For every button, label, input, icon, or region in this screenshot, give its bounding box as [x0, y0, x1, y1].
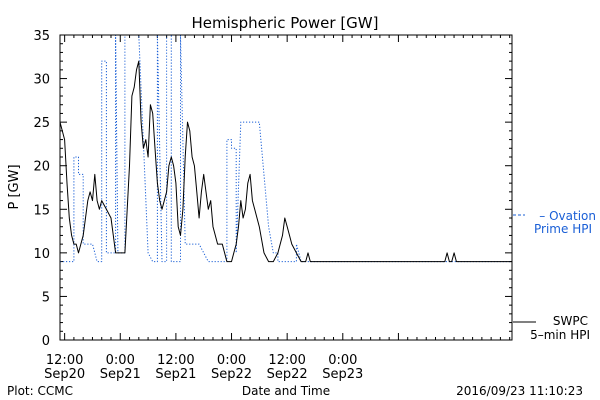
x-tick-label-date: Sep21 — [155, 367, 196, 382]
x-tick-label-time: 12:00 — [157, 353, 194, 368]
y-tick-label: 5 — [42, 290, 50, 305]
series-layer — [59, 34, 512, 263]
footer-credit: Plot: CCMC — [7, 384, 73, 398]
x-tick-label-time: 0:00 — [217, 353, 246, 368]
series-swpc-line — [59, 60, 512, 263]
chart-title: Hemispheric Power [GW] — [192, 14, 379, 32]
x-tick-label-date: Sep22 — [211, 367, 252, 382]
x-tick-label-time: 12:00 — [268, 353, 305, 368]
y-tick-label: 20 — [33, 160, 50, 175]
x-axis-label: Date and Time — [242, 384, 330, 398]
x-tick-label-date: Sep21 — [100, 367, 141, 382]
legend-ovation-line1: – Ovation — [539, 209, 596, 223]
legend-ovation-line2: Prime HPI — [534, 222, 592, 236]
y-tick-label: 25 — [33, 116, 50, 131]
y-tick-label: 30 — [33, 73, 50, 88]
y-tick-label: 35 — [33, 29, 50, 44]
x-tick-label-date: Sep22 — [267, 367, 308, 382]
x-tick-label-time: 12:00 — [46, 353, 83, 368]
x-tick-label-date: Sep20 — [44, 367, 85, 382]
x-tick-label-date: Sep23 — [322, 367, 363, 382]
plot-frame — [59, 34, 513, 341]
y-tick-label: 10 — [33, 247, 50, 262]
x-tick-label-time: 0:00 — [106, 353, 135, 368]
y-axis-label: P [GW] — [7, 164, 22, 209]
y-tick-label: 0 — [42, 334, 50, 349]
legend-swpc-line2: 5–min HPI — [530, 328, 590, 342]
y-tick-label: 15 — [33, 203, 50, 218]
x-tick-label-time: 0:00 — [328, 353, 357, 368]
footer-timestamp: 2016/09/23 11:10:23 — [456, 384, 583, 398]
legend-swpc-line1: SWPC — [553, 314, 588, 328]
